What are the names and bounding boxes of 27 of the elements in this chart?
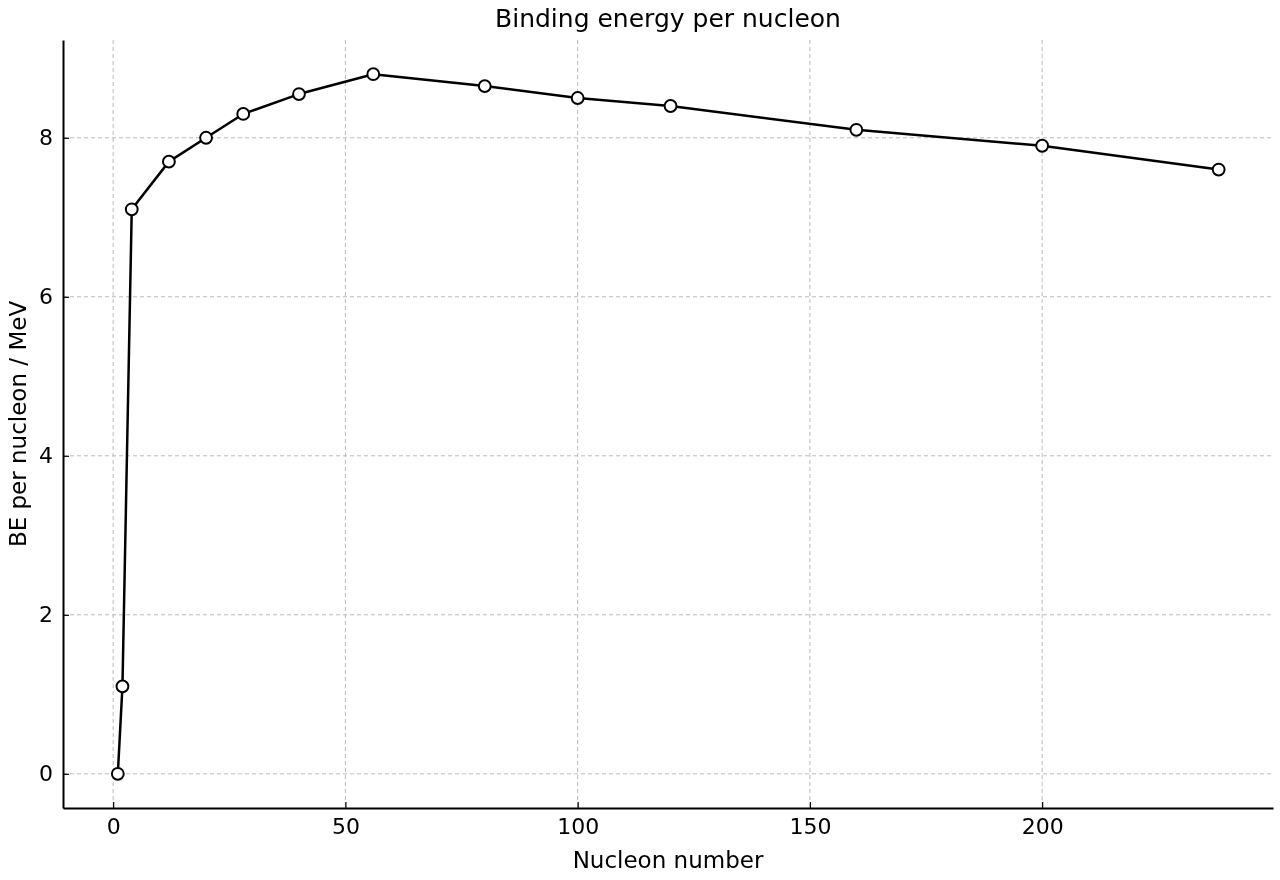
point [115, 679, 130, 694]
y-tick-label: 2 [39, 602, 53, 628]
x-axis-title: Nucleon number [572, 847, 764, 873]
point [110, 766, 125, 781]
y-tick-label: 6 [39, 284, 53, 310]
point [124, 202, 139, 217]
y-tick-label: 0 [39, 761, 53, 787]
point [477, 79, 492, 94]
x-tick-label: 0 [106, 813, 121, 839]
point [366, 67, 381, 82]
point [849, 122, 864, 137]
x-tick-label: 100 [557, 813, 600, 839]
point [663, 99, 678, 113]
x-tick-label: 150 [789, 813, 832, 839]
point [199, 130, 213, 145]
x-tick-label: 50 [331, 813, 360, 839]
chart-title: Binding energy per nucleon [495, 4, 841, 33]
y-axis-title: BE per nucleon / MeV [5, 300, 31, 548]
point [1035, 138, 1050, 153]
point [161, 154, 176, 169]
y-tick-label: 4 [39, 443, 53, 469]
point [1211, 162, 1226, 177]
point [292, 87, 306, 101]
point [236, 107, 251, 121]
y-tick-label: 8 [39, 125, 53, 151]
x-tick-label: 200 [1021, 813, 1064, 839]
point [570, 91, 585, 105]
